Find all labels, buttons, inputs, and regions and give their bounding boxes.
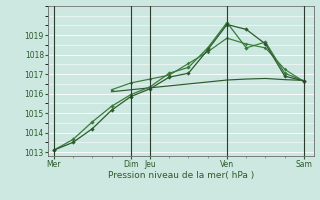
X-axis label: Pression niveau de la mer( hPa ): Pression niveau de la mer( hPa ) [108, 171, 254, 180]
